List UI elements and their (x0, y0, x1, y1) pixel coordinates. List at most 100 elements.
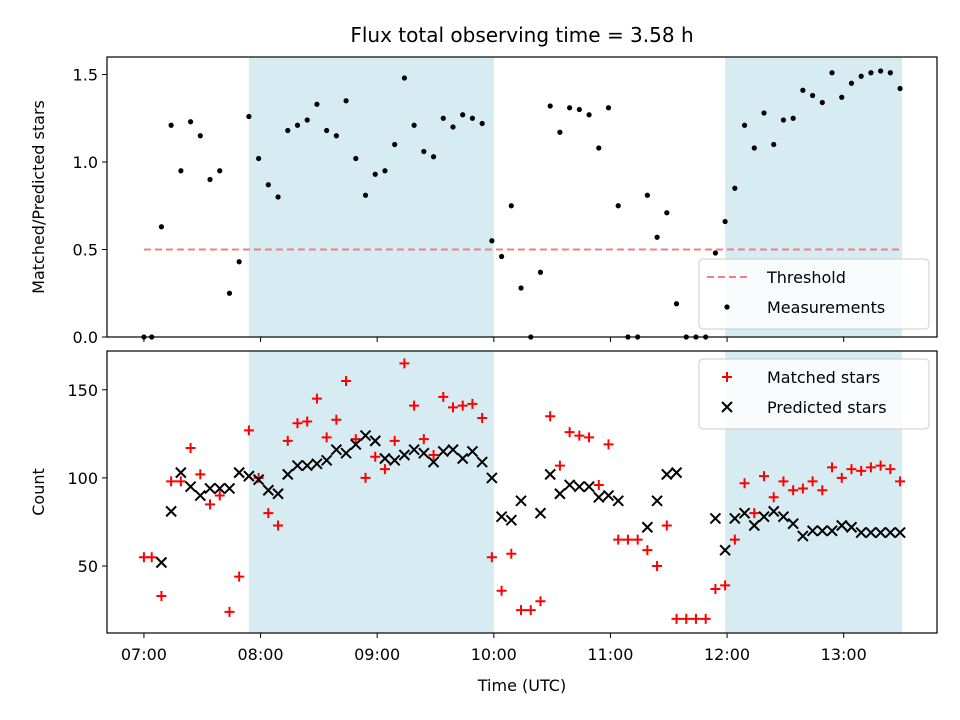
measurement-point (780, 117, 787, 123)
measurement-point (800, 87, 806, 93)
legend-predicted-swatch (721, 401, 733, 413)
top-panel: 0.0 0.5 1.0 1.5 Matched/Predicted stars Thres… (29, 56, 938, 347)
legend-box (698, 258, 930, 330)
predicted-star-point (806, 525, 819, 537)
matched-star-point (574, 430, 585, 441)
predicted-star-point (573, 481, 586, 493)
predicted-star-point (593, 491, 605, 503)
matched-star-point (690, 613, 701, 624)
measurement-point (839, 94, 845, 100)
measurement-point (848, 80, 855, 86)
measurement-point (450, 124, 456, 130)
predicted-star-point (194, 489, 207, 502)
matched-star-point (720, 580, 731, 591)
matched-star-point (292, 418, 303, 429)
y-tick-label: 0.5 (73, 241, 98, 260)
measurement-point (362, 192, 369, 198)
predicted-star-point (262, 484, 275, 496)
predicted-star-point (369, 435, 381, 447)
legend: Matched stars Predicted stars (698, 358, 930, 430)
matched-star-point (379, 464, 390, 475)
matched-star-point (224, 606, 235, 617)
predicted-star-point (709, 512, 722, 525)
predicted-star-point (874, 526, 887, 539)
matched-star-point (486, 552, 497, 563)
predicted-star-point (729, 512, 741, 525)
matched-star-point (535, 596, 546, 607)
matched-star-point (749, 508, 760, 519)
x-tick-label: 12:00 (704, 645, 750, 664)
predicted-star-point (495, 510, 508, 523)
x-tick-label: 10:00 (471, 645, 517, 664)
matched-star-point (516, 605, 527, 616)
matched-star-point (846, 464, 857, 475)
measurement-point (654, 234, 660, 240)
matched-star-point (282, 435, 293, 446)
matched-star-point (788, 485, 799, 496)
measurement-point (868, 70, 874, 76)
x-tick-label: 07:00 (121, 645, 167, 664)
measurement-point (819, 99, 825, 106)
matched-star-point (593, 479, 604, 490)
measurement-point (605, 105, 612, 111)
predicted-star-point (836, 519, 848, 532)
predicted-star-point (777, 510, 790, 523)
matched-star-point (409, 400, 420, 411)
matched-star-point (807, 476, 818, 487)
predicted-star-point (184, 481, 197, 493)
matched-star-point (447, 402, 458, 413)
matched-star-point (263, 508, 274, 519)
legend-label: Threshold (766, 268, 846, 287)
matched-star-point (564, 427, 575, 438)
predicted-star-point (816, 525, 829, 537)
matched-star-point (399, 358, 410, 369)
matched-star-point (768, 492, 779, 503)
matched-star-point (311, 393, 322, 404)
predicted-star-point (661, 468, 673, 481)
matched-star-point (525, 605, 536, 616)
predicted-star-point (884, 526, 897, 539)
measurement-point (596, 145, 602, 151)
measurement-point (790, 115, 796, 121)
measurement-point (887, 70, 893, 76)
y-tick-label: 50 (78, 557, 98, 576)
predicted-star-point (388, 454, 401, 466)
measurement-point (401, 75, 408, 81)
matched-star-point (642, 545, 653, 556)
predicted-star-point (612, 495, 624, 507)
measurement-point (829, 70, 835, 76)
shaded-range (248, 351, 494, 633)
measurement-point (294, 122, 301, 128)
matched-star-point (836, 472, 847, 483)
predicted-star-point (797, 530, 809, 542)
matched-star-point (253, 472, 264, 483)
matched-star-point (146, 552, 157, 563)
y-axis-label: Count (29, 468, 48, 516)
measurement-point (644, 192, 650, 198)
measurement-point (664, 210, 670, 216)
measurement-point (557, 129, 563, 135)
matched-star-point (603, 439, 614, 450)
predicted-star-point (398, 449, 411, 461)
predicted-star-point (554, 488, 566, 500)
predicted-star-point (282, 468, 294, 481)
measurement-point (168, 122, 174, 128)
matched-star-point (817, 485, 828, 496)
measurement-point (411, 122, 417, 128)
predicted-star-point (272, 488, 284, 500)
predicted-star-point (641, 521, 654, 533)
matched-star-point (389, 435, 400, 446)
matched-star-point (428, 449, 439, 460)
measurement-point (567, 105, 573, 111)
matched-star-point (214, 490, 225, 501)
predicted-star-point (738, 507, 751, 519)
matched-star-point (632, 534, 643, 545)
matched-star-point (234, 571, 245, 582)
measurement-point (489, 238, 495, 244)
matched-star-point (710, 583, 721, 594)
measurement-point (712, 250, 719, 256)
measurement-point (353, 155, 359, 162)
y-tick-label: 100 (67, 469, 98, 488)
matched-star-point (418, 434, 429, 445)
measurement-point (547, 103, 553, 109)
